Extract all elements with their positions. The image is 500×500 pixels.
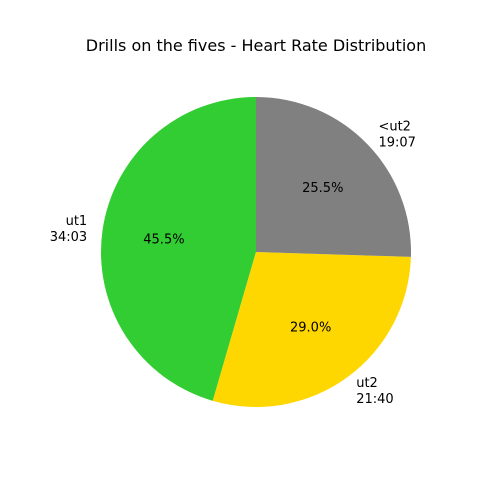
pie-slice-below-ut2 xyxy=(256,97,411,257)
pie-labels: 45.5% ut1 34:03 29.0% ut2 21:40 25.5% <ut2 19:07 xyxy=(50,119,416,407)
pct-label-below-ut2: 25.5% xyxy=(302,181,343,196)
pie-slice-ut2 xyxy=(212,252,411,407)
pct-label-ut2: 29.0% xyxy=(290,321,331,336)
pie-slices xyxy=(101,97,411,407)
slice-label-ut1: ut1 34:03 xyxy=(50,214,87,245)
slice-label-ut2: ut2 21:40 xyxy=(356,376,393,407)
pct-label-ut1: 45.5% xyxy=(143,232,184,247)
chart-title: Drills on the fives - Heart Rate Distrib… xyxy=(86,36,426,55)
slice-label-below-ut2: <ut2 19:07 xyxy=(378,119,415,150)
pie-slice-ut1 xyxy=(101,97,256,401)
